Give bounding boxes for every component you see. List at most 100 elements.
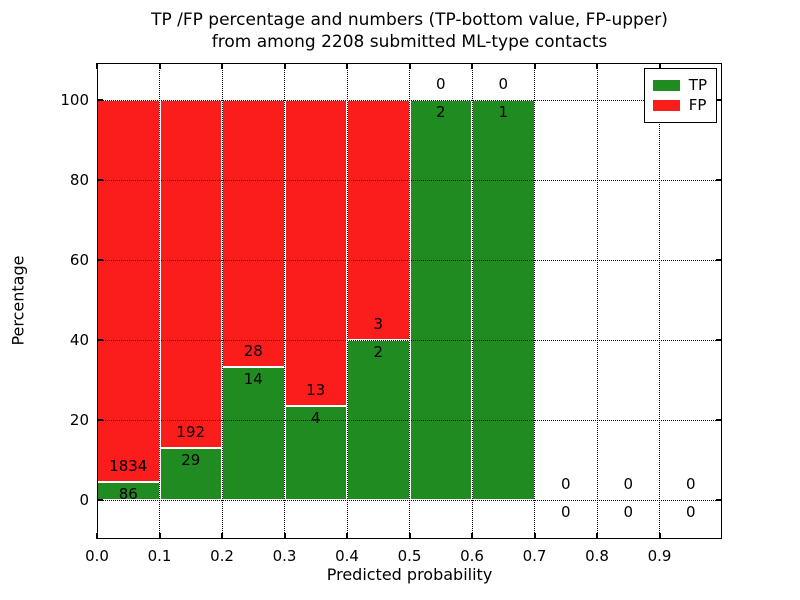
x-tick-label: 0.9: [647, 547, 672, 565]
bar-fp-count-label: 13: [306, 380, 326, 399]
bar-fp-segment: [97, 100, 160, 483]
bar-tp-segment: [159, 447, 222, 500]
x-axis-tick-top: [283, 63, 286, 69]
x-axis-tick-top: [346, 63, 348, 69]
x-tick-label: 0.7: [522, 547, 547, 565]
y-tick-label: 20: [69, 411, 89, 429]
bar-tp-segment: [284, 405, 347, 500]
y-axis-tick: [97, 99, 103, 101]
y-tick-label: 0: [79, 491, 89, 509]
x-axis-tick: [346, 533, 348, 539]
gridline-x-0.1: [159, 63, 160, 539]
y-axis-tick-right: [716, 179, 722, 181]
x-axis-tick-top: [96, 63, 98, 69]
gridline-x-0.4: [346, 63, 348, 539]
bar-tp-count-label: 0: [685, 503, 696, 521]
bar-tp-count-label: 4: [310, 408, 321, 427]
x-tick-label: 0.5: [397, 547, 422, 565]
legend-label-tp: TP: [688, 76, 707, 94]
gridline-x-0.8: [596, 63, 598, 539]
bar-tp-segment: [409, 100, 472, 500]
gridline-x-0.5: [409, 63, 410, 539]
x-axis-tick-top: [596, 63, 598, 69]
y-axis-tick-right: [716, 259, 722, 261]
y-tick-label: 60: [69, 251, 89, 269]
bar-fp-count-label: 0: [685, 475, 696, 493]
legend: TP FP: [643, 68, 717, 123]
bar-fp-count-label: 0: [560, 475, 571, 493]
x-axis-tick-top: [658, 63, 661, 69]
bar-fp-count-label: 28: [243, 341, 263, 360]
x-tick-label: 0.3: [272, 547, 297, 565]
x-axis-label: Predicted probability: [326, 565, 493, 584]
bar-tp-count-label: 2: [373, 343, 384, 361]
bar-fp-count-label: 192: [176, 422, 206, 441]
x-axis-tick: [658, 533, 661, 539]
bar-tp-segment: [472, 100, 535, 500]
x-axis-tick: [471, 533, 473, 539]
x-axis-tick: [533, 533, 536, 539]
y-tick-label: 40: [69, 331, 89, 349]
gridline-x-0.6: [471, 63, 473, 539]
y-tick-label: 100: [60, 91, 89, 109]
y-axis-label: Percentage: [8, 255, 28, 346]
bar-tp-count-label: 29: [181, 450, 201, 469]
x-axis-tick-top: [158, 63, 161, 69]
x-tick-label: 0.1: [147, 547, 172, 565]
x-axis-tick: [596, 533, 598, 539]
x-tick-label: 0.6: [460, 547, 484, 565]
x-tick-label: 0.2: [210, 547, 234, 565]
x-axis-tick-top: [408, 63, 411, 69]
bar-tp-count-label: 14: [243, 369, 263, 388]
bar-fp-count-label: 3: [373, 315, 384, 333]
bar-tp-count-label: 1: [498, 103, 509, 121]
bar-fp-count-label: 1834: [109, 457, 148, 476]
y-axis-tick: [97, 179, 103, 181]
legend-item-fp: FP: [652, 96, 707, 114]
fp-color-swatch: [652, 100, 680, 111]
bar-tp-segment: [222, 366, 285, 500]
legend-item-tp: TP: [652, 76, 707, 94]
gridline-x-0.3: [284, 63, 285, 539]
tp-color-swatch: [652, 80, 680, 91]
gridline-x-0.2: [221, 63, 223, 539]
x-axis-tick-top: [533, 63, 536, 69]
bar-tp-count-label: 0: [560, 503, 571, 521]
x-axis-tick: [221, 533, 223, 539]
y-axis-tick: [97, 419, 103, 421]
y-tick-label: 80: [69, 171, 89, 189]
x-axis-tick: [283, 533, 286, 539]
legend-label-fp: FP: [688, 96, 707, 114]
bar-fp-segment: [222, 100, 285, 367]
x-axis-tick: [158, 533, 161, 539]
y-axis-tick-right: [716, 99, 722, 101]
chart-title-line1: TP /FP percentage and numbers (TP-bottom…: [151, 10, 668, 30]
gridline-x-0.7: [534, 63, 535, 539]
bar-tp-count-label: 2: [435, 103, 446, 121]
bar-fp-count-label: 0: [435, 75, 446, 93]
y-axis-tick: [97, 259, 103, 261]
chart-title-line2: from among 2208 submitted ML-type contac…: [211, 32, 608, 52]
x-tick-label: 0.8: [585, 547, 609, 565]
bar-fp-segment: [159, 100, 222, 448]
x-tick-label: 0.4: [335, 547, 359, 565]
x-axis-tick-top: [221, 63, 223, 69]
x-axis-tick: [96, 533, 98, 539]
gridline-x-0.9: [659, 63, 660, 539]
x-axis-tick-top: [471, 63, 473, 69]
y-axis-tick-right: [716, 499, 722, 501]
plot-area: TP FP 1834 86 192 29 28 14 13 4 3 2 0 2 0 1 0 0 0 0 0 0: [96, 63, 722, 539]
x-axis-tick: [408, 533, 411, 539]
bar-fp-segment: [284, 100, 347, 406]
bar-fp-count-label: 0: [498, 75, 509, 93]
bar-tp-count-label: 86: [118, 485, 138, 504]
bar-fp-count-label: 0: [623, 475, 634, 493]
bar-tp-count-label: 0: [623, 503, 634, 521]
y-axis-tick: [97, 339, 103, 341]
y-axis-tick-right: [716, 419, 722, 421]
bar-fp-segment: [347, 100, 410, 340]
y-axis-tick: [97, 499, 103, 501]
x-tick-label: 0.0: [85, 547, 109, 565]
y-axis-tick-right: [716, 339, 722, 341]
